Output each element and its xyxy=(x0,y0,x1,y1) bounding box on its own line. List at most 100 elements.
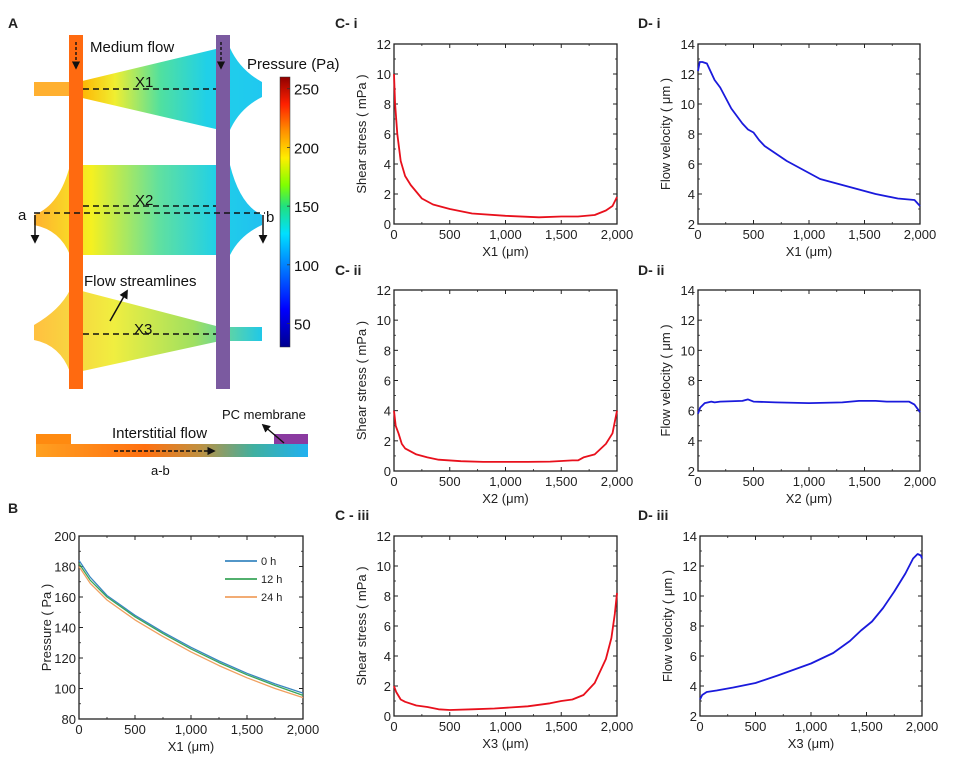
panel-label-d-iii: D- iii xyxy=(638,507,668,523)
panel-label-a: A xyxy=(8,15,18,31)
x-axis-label: X3 (μm) xyxy=(482,736,529,751)
y-tick-label: 2 xyxy=(384,187,391,202)
y-axis-label: Flow velocity ( μm ) xyxy=(658,78,673,190)
series-line-shear-x2 xyxy=(393,410,618,463)
colorbar-tick-label: 200 xyxy=(294,140,319,157)
y-tick-label: 4 xyxy=(384,649,391,664)
y-tick-label: 4 xyxy=(384,157,391,172)
label-interstitial-flow: Interstitial flow xyxy=(112,425,207,442)
x-axis-label: X1 (μm) xyxy=(482,244,529,259)
label-pc-membrane: PC membrane xyxy=(222,407,306,422)
inlet-stub-1 xyxy=(34,82,72,96)
y-tick-label: 14 xyxy=(681,37,695,52)
y-tick-label: 2 xyxy=(688,464,695,479)
y-tick-label: 8 xyxy=(688,127,695,142)
series-line-0-h xyxy=(78,560,304,694)
y-tick-label: 4 xyxy=(688,187,695,202)
legend-label: 0 h xyxy=(261,556,276,568)
y-axis-label: Flow velocity ( μm ) xyxy=(660,570,675,682)
x-tick-label: 1,500 xyxy=(545,474,578,489)
x-tick-label: 500 xyxy=(743,474,765,489)
section-top-right xyxy=(274,434,308,444)
series-line-24-h xyxy=(78,566,304,699)
label-flow-streamlines: Flow streamlines xyxy=(84,273,197,290)
y-tick-label: 8 xyxy=(384,589,391,604)
x-tick-label: 1,000 xyxy=(793,227,826,242)
y-tick-label: 6 xyxy=(690,649,697,664)
y-tick-label: 4 xyxy=(384,404,391,419)
y-tick-label: 6 xyxy=(688,404,695,419)
x-tick-label: 2,000 xyxy=(906,719,939,734)
y-tick-label: 8 xyxy=(688,374,695,389)
series-line-velocity-x1 xyxy=(697,61,921,207)
x-tick-label: 500 xyxy=(124,722,146,737)
x-tick-label: 1,500 xyxy=(848,227,881,242)
label-section-a-b: a-b xyxy=(151,463,170,478)
colorbar-title: Pressure (Pa) xyxy=(247,56,340,73)
panel-label-c-iii: C - iii xyxy=(335,507,369,523)
series-line-velocity-x3 xyxy=(699,553,923,700)
label-medium-flow: Medium flow xyxy=(90,39,174,56)
plot-frame xyxy=(699,535,923,717)
colorbar-tick-label: 50 xyxy=(294,317,311,334)
panel-label-c-i: C- i xyxy=(335,15,358,31)
x-axis-label: X2 (μm) xyxy=(786,491,833,506)
plot-frame xyxy=(393,289,618,472)
series-line-12-h xyxy=(78,563,304,697)
y-tick-label: 2 xyxy=(690,709,697,724)
x-tick-label: 1,000 xyxy=(795,719,828,734)
y-tick-label: 4 xyxy=(688,434,695,449)
y-tick-label: 12 xyxy=(377,283,391,298)
medium-channel-right xyxy=(216,35,230,389)
y-tick-label: 12 xyxy=(377,529,391,544)
x-tick-label: 0 xyxy=(694,227,701,242)
colorbar-ticks: 250 200 150 100 50 xyxy=(287,82,319,334)
x-tick-label: 1,500 xyxy=(850,719,883,734)
chart-di: 0 500 1,000 1,500 2,000 2 4 6 8 10 12 14 X1 (μm) Flow… xyxy=(658,37,936,259)
y-axis-label: Shear stress ( mPa ) xyxy=(354,321,369,440)
y-tick-label: 8 xyxy=(690,619,697,634)
x-tick-label: 2,000 xyxy=(904,227,937,242)
section-top-left xyxy=(36,434,71,444)
y-tick-label: 10 xyxy=(377,313,391,328)
chart-dii: 0 500 1,000 1,500 2,000 2 4 6 8 10 12 14 X2 (μm) Flow… xyxy=(658,283,936,506)
colorbar xyxy=(279,76,291,348)
x-tick-label: 500 xyxy=(439,227,461,242)
y-tick-label: 160 xyxy=(54,590,76,605)
panel-label-b: B xyxy=(8,500,18,516)
x-tick-label: 1,000 xyxy=(489,719,522,734)
streamlines-arrow-icon xyxy=(109,289,128,322)
colorbar-tick-label: 250 xyxy=(294,82,319,99)
x-tick-label: 1,500 xyxy=(545,719,578,734)
charts: 0 500 1,000 1,500 2,00080100120140160180200X… xyxy=(39,37,938,754)
x-axis-label: X1 (μm) xyxy=(786,244,833,259)
label-x1: X1 xyxy=(135,74,153,91)
x-tick-label: 1,500 xyxy=(848,474,881,489)
y-tick-label: 4 xyxy=(690,679,697,694)
x-tick-label: 0 xyxy=(390,719,397,734)
y-tick-label: 8 xyxy=(384,343,391,358)
y-tick-label: 140 xyxy=(54,621,76,636)
x-tick-label: 0 xyxy=(694,474,701,489)
label-x2: X2 xyxy=(135,192,153,209)
y-tick-label: 14 xyxy=(681,283,695,298)
y-tick-label: 6 xyxy=(688,157,695,172)
y-tick-label: 10 xyxy=(377,67,391,82)
channel-x3 xyxy=(34,290,262,372)
y-tick-label: 2 xyxy=(688,217,695,232)
chart-ciii: 0 500 1,000 1,500 2,000 0 2 4 6 8 10 12 X3 (μm) Shear… xyxy=(354,529,633,751)
x-tick-label: 500 xyxy=(439,719,461,734)
y-tick-label: 10 xyxy=(377,559,391,574)
y-tick-label: 80 xyxy=(62,712,76,727)
y-tick-label: 2 xyxy=(384,434,391,449)
medium-channel-left xyxy=(69,35,83,389)
y-tick-label: 12 xyxy=(681,313,695,328)
x-tick-label: 0 xyxy=(390,474,397,489)
x-axis-label: X1 (μm) xyxy=(168,739,215,754)
y-tick-label: 2 xyxy=(384,679,391,694)
x-tick-label: 0 xyxy=(75,722,82,737)
colorbar-tick-label: 150 xyxy=(294,199,319,216)
label-a: a xyxy=(18,207,27,224)
y-tick-label: 14 xyxy=(683,529,697,544)
